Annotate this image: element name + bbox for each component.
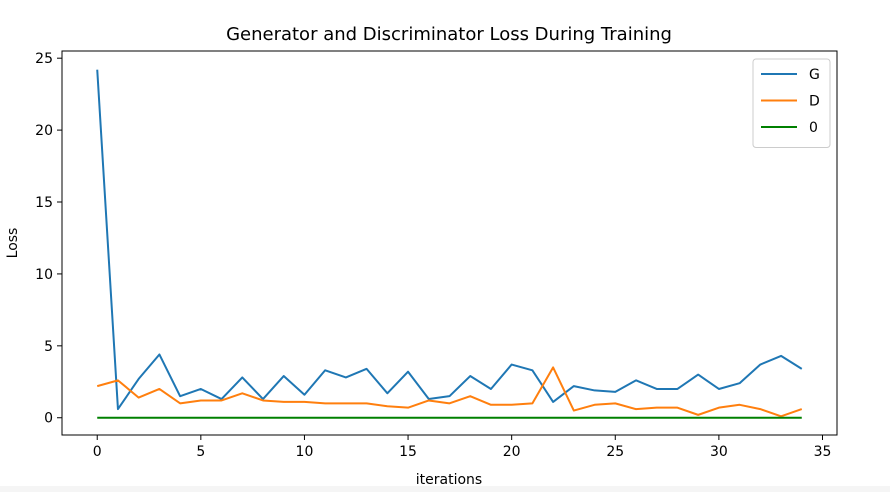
x-tick-label: 20 (503, 444, 521, 460)
y-axis: 0 5 10 15 20 25 (35, 51, 62, 427)
y-tick-label: 5 (44, 339, 53, 355)
legend-box (752, 58, 831, 148)
x-tick-label: 35 (814, 444, 832, 460)
bottom-strip (0, 486, 890, 492)
x-tick-label: 25 (606, 444, 624, 460)
y-tick-label: 10 (35, 267, 53, 283)
y-tick-label: 0 (44, 411, 53, 427)
series-line-G (96, 69, 803, 411)
plot-frame (61, 50, 838, 436)
x-tick-label: 5 (196, 444, 205, 460)
series-line-D (96, 366, 803, 418)
y-tick-label: 20 (35, 123, 53, 139)
x-tick-label: 10 (296, 444, 314, 460)
x-tick-label: 15 (399, 444, 417, 460)
y-axis-label: Loss (5, 228, 21, 259)
legend: GD 0 (752, 58, 831, 148)
x-axis: 0 5 10 15 20 25 30 35 (93, 435, 832, 460)
y-tick-label: 25 (35, 51, 53, 67)
chart-title: Generator and Discriminator Loss During … (226, 24, 672, 45)
legend-label-0: 0 (809, 120, 818, 136)
y-tick-label: 15 (35, 195, 53, 211)
legend-label-G: G (809, 67, 820, 83)
legend-label-D: D (809, 94, 820, 110)
x-tick-label: 0 (93, 444, 102, 460)
x-axis-label: iterations (416, 472, 482, 488)
x-tick-label: 30 (710, 444, 728, 460)
plot-area (96, 69, 803, 419)
